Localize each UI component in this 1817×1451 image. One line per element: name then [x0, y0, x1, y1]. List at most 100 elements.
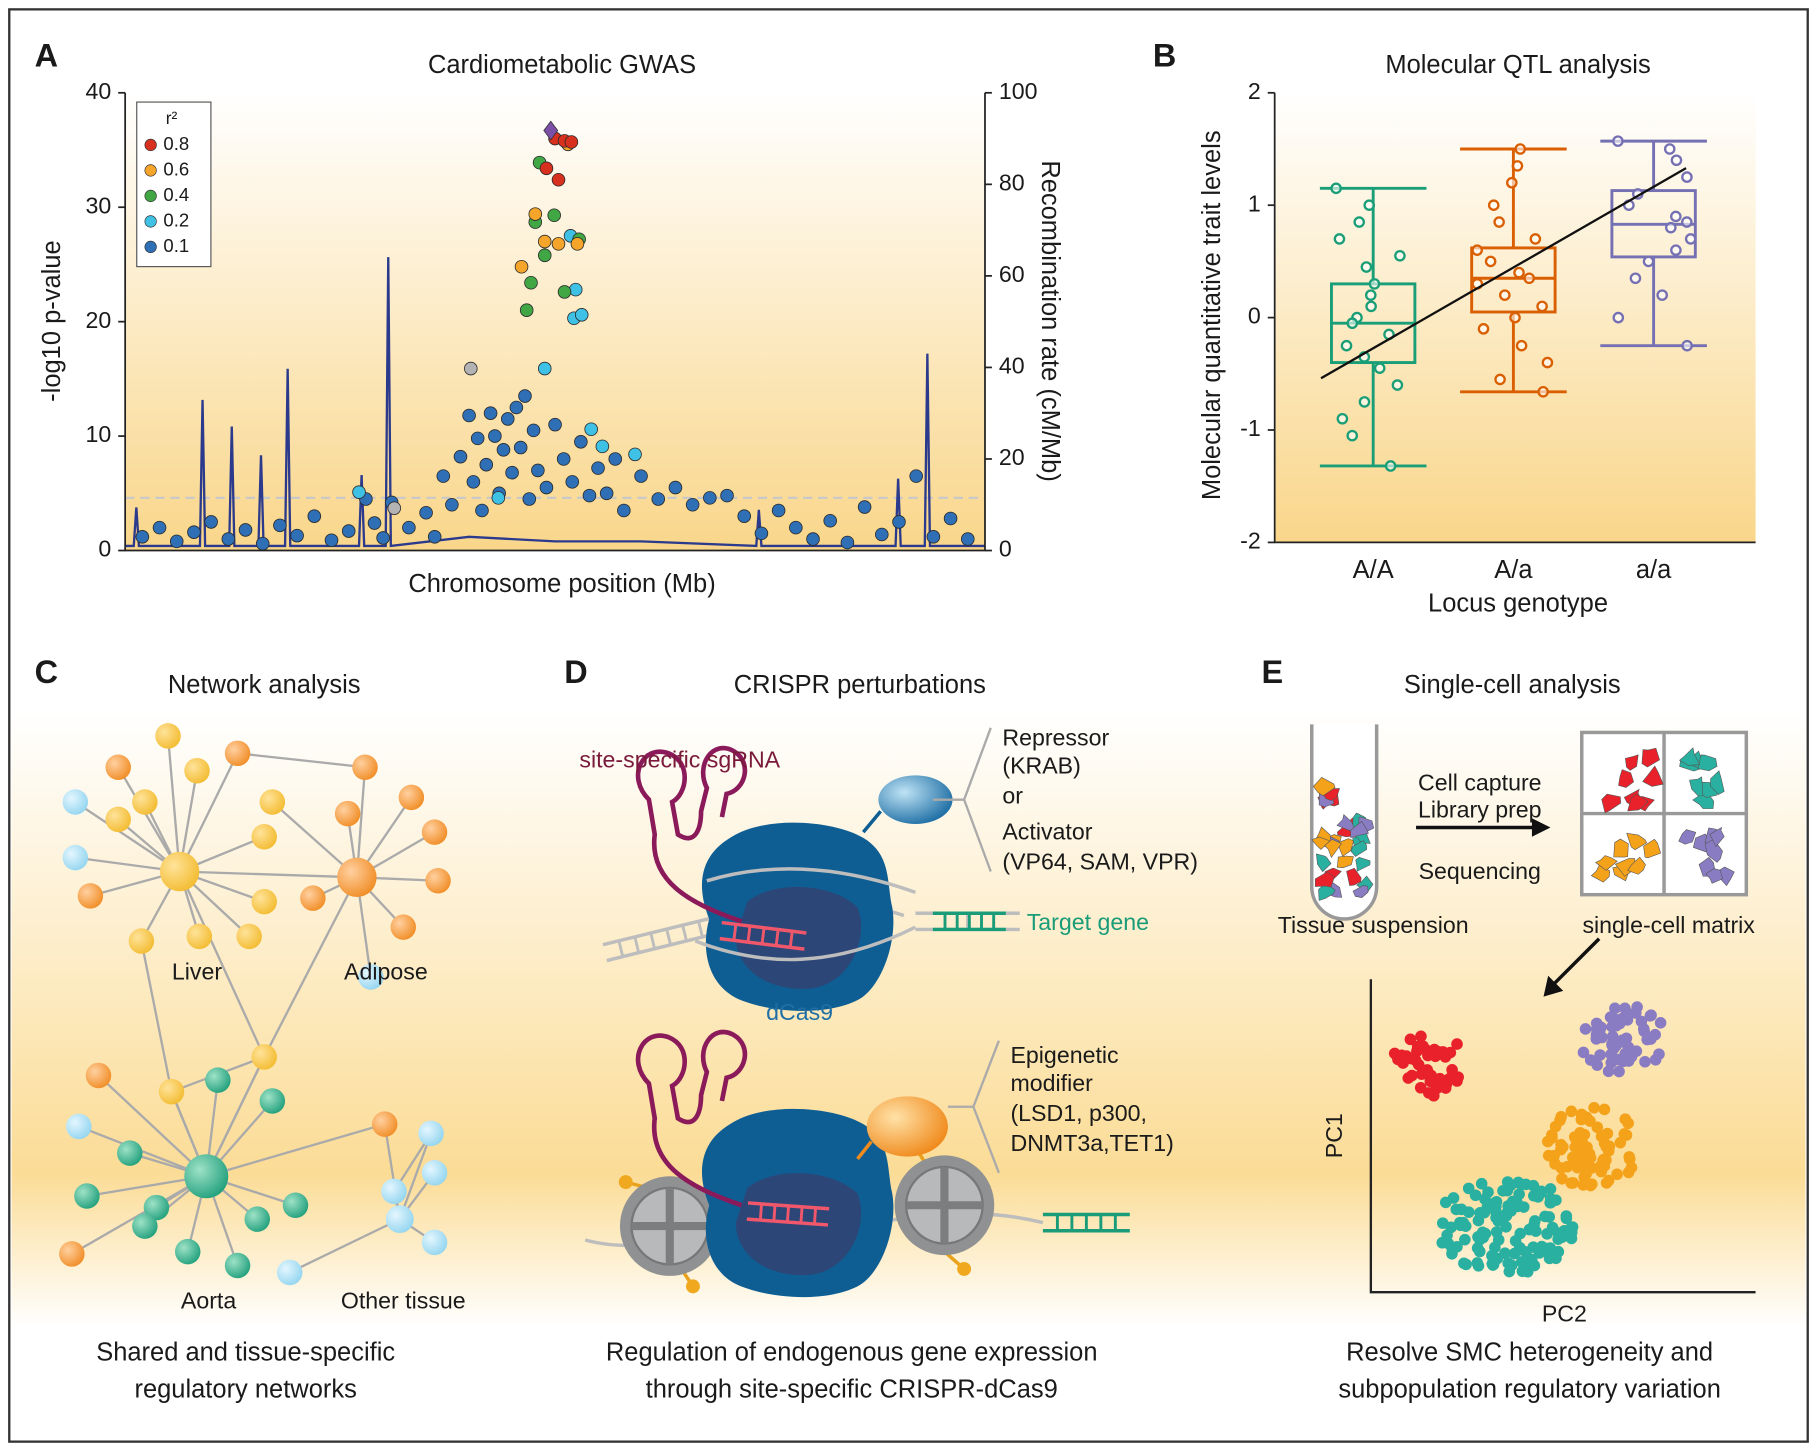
data-point	[1670, 154, 1683, 167]
network-edge	[178, 752, 239, 873]
arrowhead	[1531, 818, 1551, 837]
cell-point	[1610, 1014, 1623, 1026]
snp-point	[152, 520, 167, 535]
snp-point	[307, 509, 322, 523]
snp-point	[500, 412, 515, 426]
y2-tick-label: 60	[999, 261, 1025, 287]
cell-point	[1406, 1069, 1418, 1082]
data-point	[1684, 233, 1697, 245]
y-tick-label: 40	[85, 78, 111, 104]
snp-point	[524, 275, 538, 290]
network-edge	[205, 1056, 266, 1177]
data-point	[1471, 244, 1483, 256]
network-node	[352, 754, 378, 780]
cell	[1601, 793, 1621, 814]
cell-point	[1600, 1154, 1612, 1167]
cell-point	[1436, 1236, 1449, 1249]
step-label: Library prep	[1418, 796, 1542, 822]
cell-point	[1479, 1193, 1491, 1205]
cell-point	[1517, 1201, 1530, 1213]
cell-point	[1447, 1192, 1460, 1204]
network-node	[390, 914, 417, 940]
cell-point	[1614, 1136, 1627, 1149]
snp-point	[570, 237, 585, 251]
cell-point	[1521, 1265, 1534, 1278]
data-point	[1358, 396, 1371, 408]
cell-point	[1590, 1033, 1603, 1045]
step-label: Sequencing	[1419, 858, 1541, 884]
panel-letter: A	[35, 38, 58, 74]
snp-point	[909, 469, 923, 483]
data-point	[1333, 233, 1346, 245]
caption: regulatory networks	[134, 1375, 356, 1403]
snp-point	[518, 389, 532, 403]
dcas9-core	[735, 886, 862, 989]
cell	[1318, 883, 1336, 901]
network-edge	[74, 801, 181, 873]
network-node	[385, 1205, 414, 1234]
cell-point	[1527, 1241, 1540, 1253]
cell-point	[1513, 1188, 1525, 1200]
matrix-divider	[1581, 732, 1747, 895]
histone-mark	[618, 1175, 633, 1190]
data-point	[1330, 182, 1342, 195]
network-edge	[117, 766, 181, 873]
data-point	[1373, 362, 1386, 374]
network-node	[358, 964, 384, 990]
cell	[1613, 838, 1629, 858]
snp-point	[513, 440, 528, 455]
cell-point	[1613, 1065, 1625, 1078]
network-node	[259, 1088, 286, 1114]
snp-point	[634, 469, 648, 483]
data-point	[1509, 311, 1521, 324]
dna	[694, 925, 917, 962]
snp-point	[367, 516, 382, 530]
cell-point	[1607, 1042, 1620, 1055]
y-axis-label: -log10 p-value	[38, 240, 66, 402]
network-node	[276, 1259, 303, 1286]
snp-point	[464, 361, 478, 376]
effector-label: (VP64, SAM, VPR)	[1002, 849, 1198, 875]
y-tick-label: 30	[85, 192, 111, 218]
snp-point	[341, 524, 356, 538]
caption: Shared and tissue-specific	[96, 1338, 395, 1366]
caption: Regulation of endogenous gene expression	[606, 1338, 1098, 1366]
cell-point	[1594, 1049, 1606, 1061]
cell-point	[1556, 1172, 1568, 1185]
cell-point	[1421, 1064, 1434, 1076]
snp-point	[539, 480, 554, 495]
snp-point	[806, 532, 820, 546]
snp-point	[582, 488, 597, 503]
cell	[1679, 747, 1701, 766]
snp-point	[466, 475, 481, 489]
data-point	[1353, 216, 1366, 228]
network-node	[337, 857, 377, 898]
node-label: Aorta	[181, 1288, 236, 1314]
cell	[1311, 836, 1330, 850]
data-point	[1511, 160, 1524, 172]
cell-point	[1602, 1065, 1615, 1078]
cell-point	[1544, 1183, 1557, 1195]
cell	[1350, 820, 1369, 839]
legend-label: 0.8	[163, 133, 189, 154]
cell-point	[1601, 1127, 1614, 1140]
snp-point	[754, 526, 769, 541]
cell-point	[1463, 1206, 1475, 1218]
data-point	[1514, 143, 1527, 155]
target-site	[774, 929, 780, 946]
cell-point	[1404, 1033, 1417, 1046]
network-edge	[289, 1218, 401, 1274]
snp-point	[238, 523, 253, 537]
node-label: Liver	[172, 959, 222, 985]
legend-swatch	[144, 164, 157, 177]
snp-point	[419, 505, 433, 520]
cell-point	[1412, 1058, 1425, 1071]
panel-letter: E	[1262, 654, 1284, 690]
target-label: Target gene	[1027, 909, 1149, 935]
y-tick-label: 10	[85, 421, 111, 447]
data-point	[1537, 385, 1549, 398]
cell-point	[1561, 1160, 1574, 1173]
network-node	[381, 1178, 407, 1205]
x-axis-label: Chromosome position (Mb)	[408, 570, 715, 598]
data-point	[1487, 199, 1500, 211]
